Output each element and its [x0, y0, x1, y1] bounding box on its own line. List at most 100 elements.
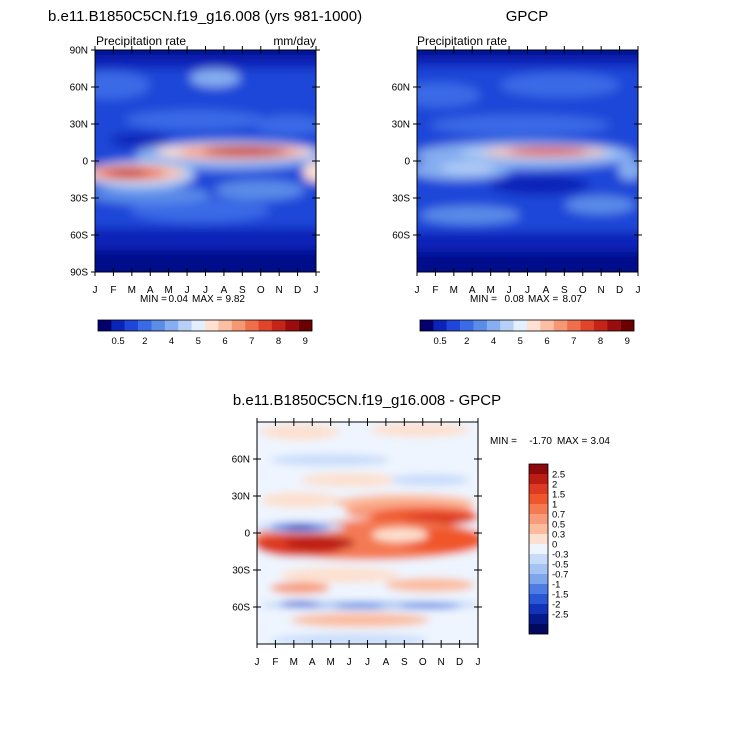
panel3-xtick-label: J	[255, 657, 260, 668]
panel2-min-label: MIN =	[470, 294, 497, 305]
panel2-xtick-label: O	[579, 285, 587, 296]
colorbar-swatch	[271, 320, 286, 331]
panel3-max-label: MAX =	[557, 436, 587, 447]
colorbar-swatch	[529, 504, 548, 515]
colorbar-swatch	[446, 320, 461, 331]
panel3-max-value: 3.04	[591, 436, 611, 447]
colorbar-swatch	[500, 320, 514, 331]
colorbar-swatch	[205, 320, 219, 331]
colorbar-label: 2.5	[552, 470, 565, 481]
colorbar-label: -0.5	[552, 560, 568, 571]
panel1-xtick-label: A	[221, 285, 228, 296]
panel2-ytick-label: 0	[404, 157, 410, 168]
colorbar-swatch	[124, 320, 139, 331]
colorbar-border	[419, 319, 635, 332]
colorbar-swatch	[529, 544, 548, 555]
colorbar-label: 0.3	[552, 530, 565, 541]
colorbar-swatch	[218, 320, 232, 331]
panel3-xtick-label: J	[347, 657, 352, 668]
colorbar-swatch	[420, 320, 434, 331]
panel2-xtick-label: J	[415, 285, 420, 296]
colorbar-label: 5	[196, 336, 201, 347]
colorbar-swatch	[111, 320, 125, 331]
panel3-ytick-label: 60N	[232, 455, 250, 466]
panel2-xtick-label: N	[598, 285, 605, 296]
colorbar-swatch	[529, 624, 548, 635]
panel1-ytick-label: 30N	[70, 120, 88, 131]
panel1-ytick-label: 60N	[70, 83, 88, 94]
colorbar-swatch	[513, 320, 528, 331]
panel1-xtick-label: J	[93, 285, 98, 296]
colorbar-swatch	[529, 464, 548, 475]
panel3-xtick-label: J	[365, 657, 370, 668]
colorbar-swatch	[567, 320, 581, 331]
panel1-field	[95, 50, 316, 272]
panel3-ytick-label: 60S	[232, 603, 250, 614]
panel2-left-label: Precipitation rate	[417, 34, 507, 48]
panel2-ytick-label: 30N	[392, 120, 410, 131]
colorbar-swatch	[178, 320, 192, 331]
colorbar-swatch	[620, 320, 635, 331]
panel3-min-value: -1.70	[529, 436, 552, 447]
panel1-max-value: 9.82	[226, 294, 246, 305]
panel3-ytick-label: 30N	[232, 492, 250, 503]
colorbar-label: 9	[303, 336, 308, 347]
panel1-colorbar: 0.5 2 4 5 6 7 8 9	[97, 319, 313, 347]
panel1-xtick-label: A	[147, 285, 154, 296]
colorbar-swatch	[98, 320, 112, 331]
panel3-xtick-label: A	[309, 657, 316, 668]
panel3-xtick-label: N	[438, 657, 445, 668]
colorbar-label: 6	[544, 336, 549, 347]
panel1-min-label: MIN =	[140, 294, 167, 305]
panel3-xtick-label: O	[419, 657, 427, 668]
colorbar-label: 5	[518, 336, 523, 347]
panel2-xtick-label: J	[525, 285, 530, 296]
panel2-title: GPCP	[506, 8, 549, 25]
colorbar-swatch	[258, 320, 273, 331]
panel2-ytick-label: 30S	[392, 194, 410, 205]
colorbar-swatch	[486, 320, 501, 331]
panel1-ytick-label: 90S	[70, 268, 88, 279]
panel2-max-value: 8.07	[563, 294, 583, 305]
panel2-ytick-label: 60N	[392, 83, 410, 94]
colorbar-swatch	[529, 614, 548, 625]
panel1-xtick-label: M	[164, 285, 172, 296]
panel1-title: b.e11.B1850C5CN.f19_g16.008 (yrs 981-100…	[48, 8, 362, 25]
panel2-xtick-label: D	[616, 285, 623, 296]
colorbar-border	[97, 319, 313, 332]
panel1-max-label: MAX =	[192, 294, 222, 305]
colorbar-label: 0.7	[552, 510, 565, 521]
colorbar-swatch	[529, 604, 548, 615]
colorbar-border	[528, 463, 549, 635]
colorbar-swatch	[460, 320, 474, 331]
panel3-xtick-label: J	[476, 657, 481, 668]
panel2-xtick-label: A	[469, 285, 476, 296]
colorbar-label: 9	[625, 336, 630, 347]
panel3-xtick-label: M	[290, 657, 298, 668]
panel3-xtick-label: F	[272, 657, 278, 668]
panel2-xtick-label: S	[561, 285, 568, 296]
colorbar-swatch	[138, 320, 152, 331]
panel3-ytick-label: 30S	[232, 566, 250, 577]
colorbar-label: 2	[464, 336, 469, 347]
panel1-xtick-label: S	[239, 285, 246, 296]
colorbar-label: 1.5	[552, 490, 565, 501]
colorbar-swatch	[529, 474, 548, 485]
panel2-min-value: 0.08	[505, 294, 525, 305]
colorbar-swatch	[245, 320, 259, 331]
panel2-xtick-label: M	[450, 285, 458, 296]
panel1-xtick-label: J	[185, 285, 190, 296]
panel3-ytick-label: 0	[244, 529, 250, 540]
colorbar-swatch	[580, 320, 595, 331]
panel3-colorbar: 2.521.510.70.50.30-0.3-0.5-0.7-1-1.5-2-2…	[528, 463, 568, 635]
colorbar-swatch	[607, 320, 621, 331]
panel2-xtick-label: J	[507, 285, 512, 296]
colorbar-swatch	[529, 494, 548, 505]
panel2-max-label: MAX =	[528, 294, 558, 305]
panel1-xtick-label: J	[314, 285, 319, 296]
colorbar-swatch	[529, 524, 548, 535]
